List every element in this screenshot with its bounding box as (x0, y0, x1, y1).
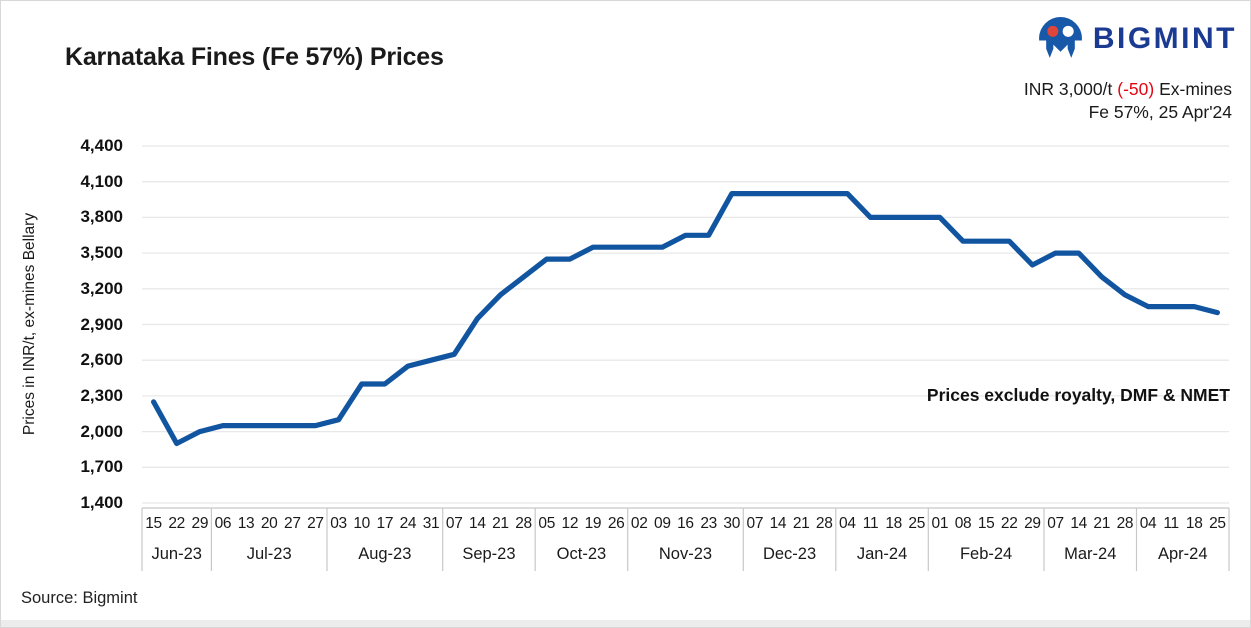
bigmint-logo-text: BIGMINT (1092, 21, 1237, 55)
x-day-label: 16 (677, 515, 694, 532)
x-day-label: 27 (284, 515, 301, 532)
y-tick-label: 2,300 (80, 385, 123, 405)
x-day-label: 15 (145, 515, 162, 532)
x-day-label: 05 (538, 515, 556, 532)
y-tick-label: 3,500 (80, 243, 123, 263)
chart-annotation: Prices exclude royalty, DMF & NMET (926, 385, 1230, 405)
x-day-label: 28 (1116, 515, 1134, 532)
x-month-label: Oct-23 (556, 545, 607, 563)
y-tick-label: 1,400 (80, 493, 123, 512)
x-day-label: 12 (561, 515, 579, 532)
x-day-label: 17 (376, 515, 394, 532)
x-day-label: 13 (237, 515, 255, 532)
x-day-label: 29 (191, 515, 209, 532)
x-day-label: 11 (1163, 515, 1179, 532)
x-day-label: 10 (353, 515, 370, 532)
x-month-label: Jan-24 (856, 545, 908, 563)
x-day-label: 25 (908, 515, 926, 532)
grade-date-line: Fe 57%, 25 Apr'24 (1088, 102, 1232, 122)
x-day-label: 07 (445, 515, 463, 532)
price-value: INR 3,000/t (1023, 79, 1118, 99)
y-tick-label: 4,100 (80, 171, 123, 191)
x-month-label: Jun-23 (151, 545, 202, 563)
source-note: Source: Bigmint (21, 589, 138, 607)
price-basis: Ex-mines (1154, 79, 1232, 99)
x-day-label: 26 (607, 515, 625, 532)
x-day-label: 20 (260, 515, 278, 532)
y-tick-label: 4,400 (80, 136, 123, 155)
y-tick-label: 3,800 (80, 207, 123, 227)
price-change-negative: (-50) (1117, 79, 1155, 99)
x-day-label: 21 (492, 515, 509, 532)
latest-price-line: INR 3,000/t (-50) Ex-mines (1024, 79, 1232, 100)
x-day-label: 25 (1209, 515, 1226, 532)
x-day-label: 14 (469, 515, 486, 532)
x-day-label: 21 (792, 515, 810, 532)
page-title: Karnataka Fines (Fe 57%) Prices (65, 43, 444, 71)
x-month-label: Apr-24 (1157, 545, 1208, 563)
x-day-label: 31 (422, 515, 440, 532)
x-day-label: 14 (1070, 515, 1087, 532)
x-day-label: 14 (769, 515, 787, 532)
x-day-label: 06 (214, 515, 232, 532)
x-day-label: 04 (839, 515, 856, 532)
bottom-strip (1, 620, 1250, 627)
x-month-label: Sep-23 (462, 545, 516, 563)
x-day-label: 24 (399, 515, 417, 532)
bigmint-logo-icon (1038, 17, 1082, 61)
x-month-label: Dec-23 (762, 545, 817, 563)
y-tick-label: 2,600 (80, 350, 123, 370)
x-day-label: 22 (168, 515, 185, 532)
x-month-label: Nov-23 (658, 545, 713, 563)
x-day-label: 22 (1000, 515, 1018, 532)
x-day-label: 08 (954, 515, 972, 532)
x-month-label: Mar-24 (1064, 545, 1117, 563)
x-day-label: 03 (330, 515, 347, 532)
x-day-label: 23 (700, 515, 717, 532)
y-tick-label: 2,000 (80, 421, 123, 441)
x-day-label: 29 (1024, 515, 1041, 532)
y-tick-label: 1,700 (80, 457, 123, 477)
x-day-label: 01 (931, 515, 949, 532)
y-tick-label: 3,200 (80, 278, 123, 298)
x-day-label: 02 (630, 515, 648, 532)
x-day-label: 07 (746, 515, 764, 532)
x-day-label: 21 (1093, 515, 1111, 532)
y-tick-label: 2,900 (80, 314, 123, 334)
x-day-label: 27 (307, 515, 324, 532)
x-month-label: Jul-23 (246, 545, 292, 563)
x-day-label: 15 (977, 515, 995, 532)
x-day-label: 09 (654, 515, 671, 532)
x-day-label: 30 (723, 515, 741, 532)
x-month-label: Feb-24 (959, 545, 1013, 563)
x-day-label: 18 (1185, 515, 1203, 532)
x-day-label: 19 (584, 515, 602, 532)
x-day-label: 28 (815, 515, 833, 532)
x-day-label: 18 (885, 515, 902, 532)
x-month-label: Aug-23 (358, 545, 412, 563)
bigmint-logo: BIGMINT (1038, 16, 1237, 61)
x-day-label: 28 (515, 515, 532, 532)
x-day-label: 11 (862, 515, 879, 532)
x-day-label: 07 (1047, 515, 1064, 532)
x-day-label: 04 (1139, 515, 1157, 532)
